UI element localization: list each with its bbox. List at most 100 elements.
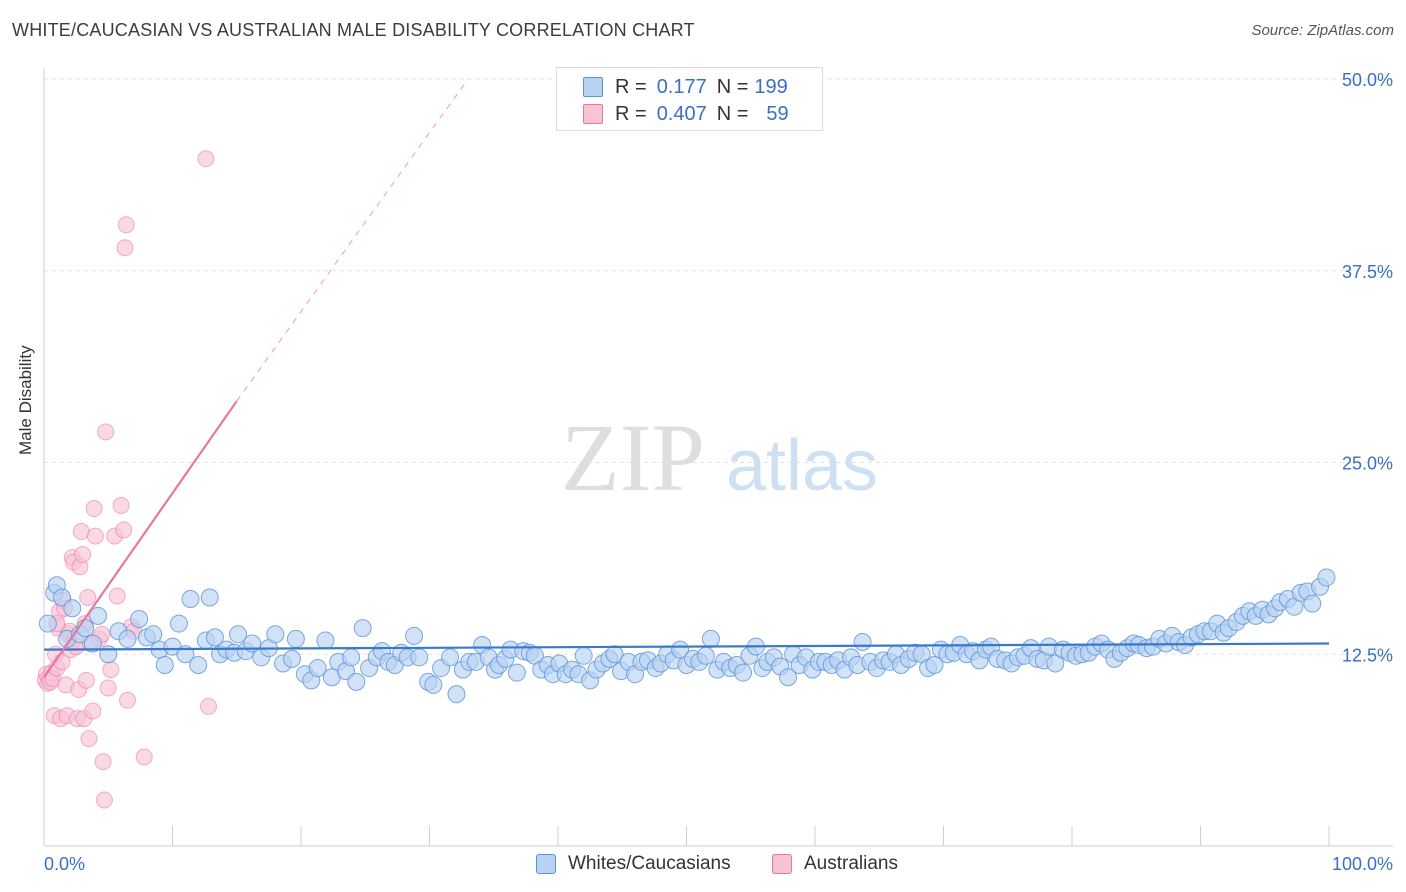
whites-point: [229, 625, 248, 644]
australians-point: [77, 671, 95, 689]
x-axis-left-label: 0.0%: [44, 854, 85, 874]
bottom-legend-swatch-whites: [536, 854, 556, 874]
australians-point: [85, 500, 103, 518]
australians-point: [115, 521, 133, 539]
whites-point: [507, 663, 526, 682]
australians-point: [80, 730, 98, 748]
australians-points: [36, 150, 217, 809]
australians-trend-extension: [236, 78, 469, 402]
legend-r-value: 0.177: [656, 75, 707, 98]
bottom-legend-australians: Australians: [772, 851, 898, 877]
australians-point: [79, 588, 97, 606]
whites-point: [63, 599, 82, 618]
legend-n-label: N =: [716, 75, 749, 98]
legend-r-label: R =: [615, 75, 647, 98]
whites-point: [696, 646, 715, 665]
legend-n-value: 199: [754, 75, 788, 98]
x-axis-right-label: 100.0%: [1332, 854, 1393, 874]
whites-point: [1317, 568, 1336, 587]
australians-point: [116, 239, 134, 257]
source-label: Source: ZipAtlas.com: [1251, 22, 1394, 39]
australians-point: [117, 216, 135, 234]
australians-point: [86, 527, 104, 545]
whites-point: [605, 645, 624, 664]
grid-lines: [44, 78, 1393, 655]
australians-point: [94, 753, 112, 771]
legend-n-label: N =: [716, 102, 749, 125]
australians-trend-line: [43, 400, 238, 678]
whites-point: [671, 640, 690, 659]
whites-point: [405, 626, 424, 645]
y-axis-title: Male Disability: [16, 345, 35, 455]
australians-point: [97, 423, 115, 441]
whites-point: [200, 588, 219, 607]
y-tick-label: 25.0%: [1342, 454, 1393, 474]
whites-point: [283, 649, 302, 668]
whites-point: [308, 659, 327, 678]
australians-point: [112, 496, 130, 514]
watermark-zip: ZIP: [561, 404, 705, 511]
y-tick-label: 37.5%: [1342, 262, 1393, 282]
whites-point: [574, 646, 593, 665]
australians-point: [102, 661, 120, 679]
whites-trend-line: [43, 642, 1330, 651]
y-tick-labels: 12.5% 25.0% 37.5% 50.0%: [1342, 70, 1393, 665]
whites-point: [424, 675, 443, 694]
australians-point: [119, 691, 137, 709]
whites-point: [1303, 594, 1322, 613]
whites-point: [447, 685, 466, 704]
australians-point: [197, 150, 215, 168]
whites-point: [88, 606, 107, 625]
whites-point: [410, 648, 429, 667]
whites-point: [925, 655, 944, 674]
australians-point: [95, 791, 113, 809]
legend-row-whites: R = 0.177 N = 199: [557, 73, 788, 101]
whites-point: [316, 631, 335, 650]
stats-legend: R = 0.177 N = 199 R = 0.407 N = 59: [556, 67, 823, 131]
australians-point: [99, 679, 117, 697]
legend-row-australians: R = 0.407 N = 59: [557, 100, 789, 128]
y-tick-label: 50.0%: [1342, 70, 1393, 90]
australians-point: [199, 697, 217, 715]
bottom-legend-label-whites: Whites/Caucasians: [568, 853, 731, 874]
trend-lines: [43, 78, 1330, 678]
chart-title: WHITE/CAUCASIAN VS AUSTRALIAN MALE DISAB…: [12, 20, 695, 40]
whites-point: [38, 614, 57, 633]
whites-point: [144, 625, 163, 644]
bottom-legend-swatch-australians: [772, 854, 792, 874]
bottom-legend-label-australians: Australians: [804, 853, 898, 874]
whites-point: [779, 668, 798, 687]
whites-points: [38, 568, 1336, 704]
watermark: ZIP atlas: [561, 404, 878, 511]
y-tick-label: 12.5%: [1342, 645, 1393, 665]
whites-point: [189, 655, 208, 674]
whites-point: [118, 629, 137, 648]
australians-point: [84, 702, 102, 720]
whites-point: [347, 672, 366, 691]
legend-n-value: 59: [766, 102, 789, 125]
bottom-legend-whites: Whites/Caucasians: [536, 851, 731, 877]
whites-point: [83, 634, 102, 653]
whites-point: [155, 655, 174, 674]
whites-point: [701, 629, 720, 648]
watermark-atlas: atlas: [726, 426, 878, 506]
legend-r-label: R =: [615, 102, 647, 125]
whites-point: [266, 625, 285, 644]
whites-point: [734, 663, 753, 682]
australians-point: [108, 587, 126, 605]
australians-point: [135, 748, 153, 766]
whites-point: [181, 590, 200, 609]
australians-point: [72, 523, 90, 541]
whites-point: [441, 648, 460, 667]
whites-point: [1046, 654, 1065, 673]
legend-swatch-whites: [583, 77, 603, 97]
legend-r-value: 0.407: [656, 102, 707, 125]
whites-point: [205, 628, 224, 647]
whites-point: [286, 629, 305, 648]
whites-point: [853, 632, 872, 651]
whites-point: [353, 619, 372, 638]
australians-point: [74, 546, 92, 564]
whites-point: [169, 614, 188, 633]
whites-point: [130, 609, 149, 628]
